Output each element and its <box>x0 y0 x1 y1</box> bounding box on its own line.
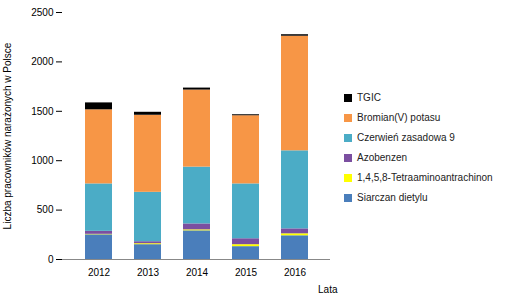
svg-text:2014: 2014 <box>186 267 209 278</box>
html-text:Czerwień zasadowa 9: Czerwień zasadowa 9 <box>357 132 455 143</box>
svg-text:2015: 2015 <box>235 267 258 278</box>
svg-text:1500: 1500 <box>31 106 54 117</box>
svg-text:0: 0 <box>48 254 54 265</box>
svg-text:2012: 2012 <box>88 267 111 278</box>
html-text:Bromian(V) potasu: Bromian(V) potasu <box>357 112 441 123</box>
svg-text:Liczba pracowników narażonych: Liczba pracowników narażonych w Polsce <box>2 42 13 229</box>
svg-text:1000: 1000 <box>31 155 54 166</box>
svg-text:Lata: Lata <box>318 284 338 295</box>
html-text:Azobenzen: Azobenzen <box>357 152 407 163</box>
html-text:Siarczan dietylu: Siarczan dietylu <box>357 192 428 203</box>
svg-text:500: 500 <box>37 204 54 215</box>
svg-text:2500: 2500 <box>31 7 54 18</box>
svg-text:2013: 2013 <box>137 267 160 278</box>
svg-text:2000: 2000 <box>31 56 54 67</box>
html-text:TGIC: TGIC <box>357 92 381 103</box>
html-text:1,4,5,8-Tetraaminoantrachinon: 1,4,5,8-Tetraaminoantrachinon <box>357 172 493 183</box>
svg-text:2016: 2016 <box>284 267 307 278</box>
